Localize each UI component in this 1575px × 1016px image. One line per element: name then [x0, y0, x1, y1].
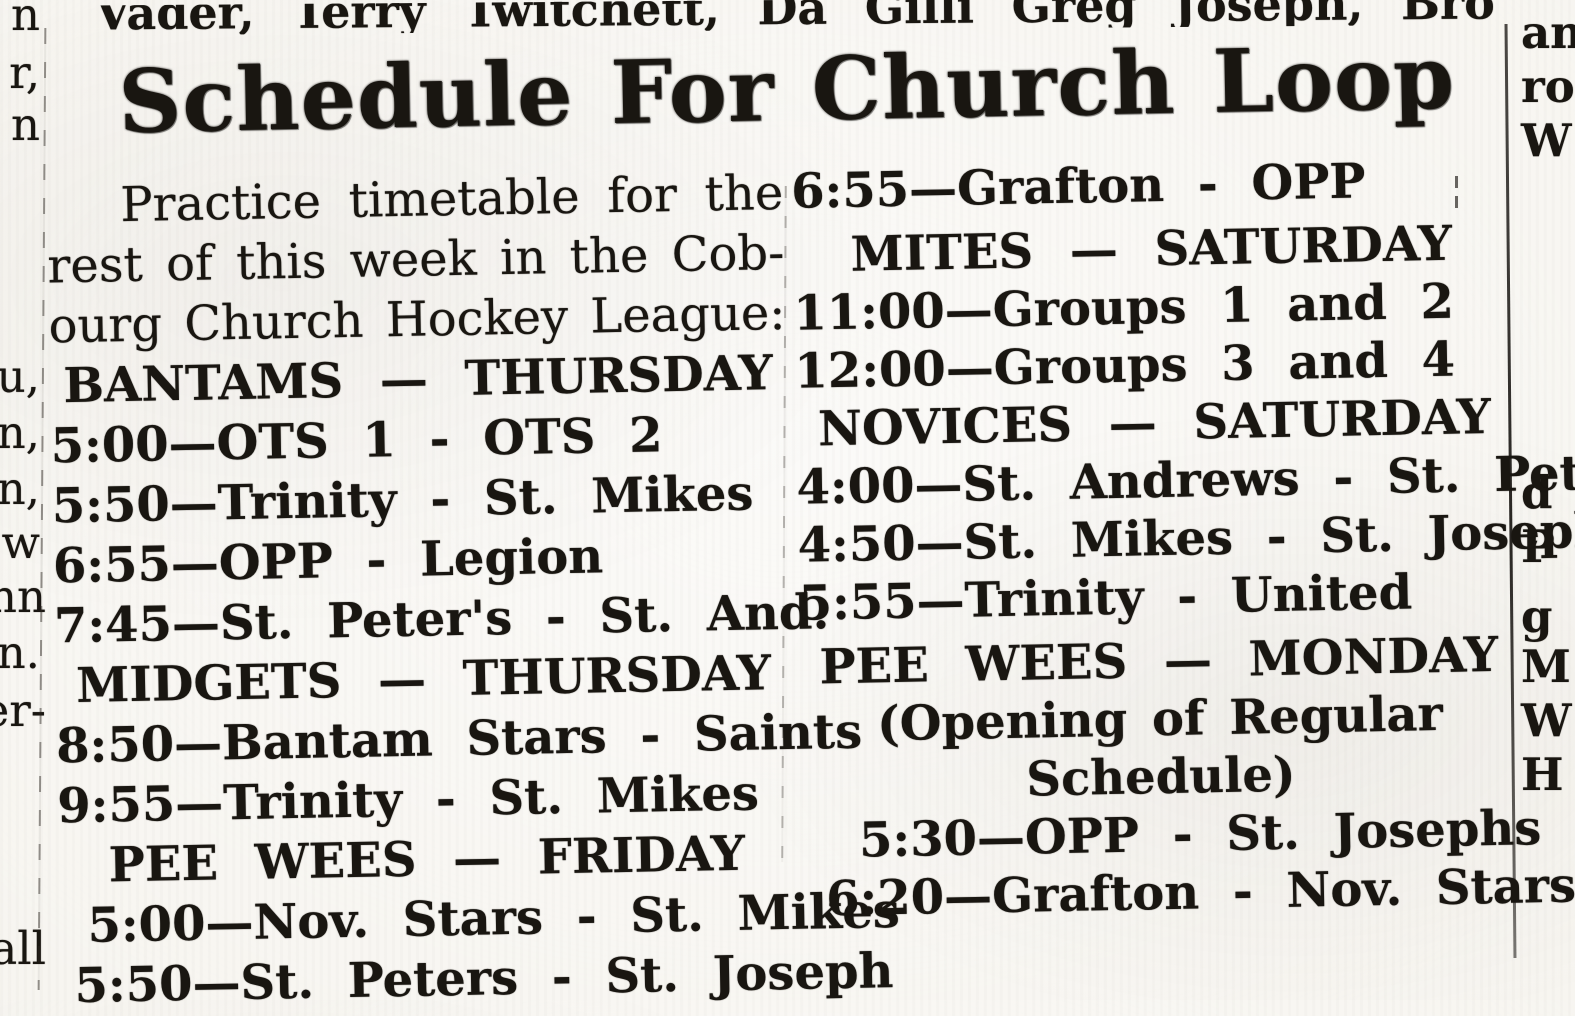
schedule-line: 5:50—St. Peters - St. Joseph [74, 943, 894, 1015]
schedule-line: 6:20—Grafton - Nov. Stars [825, 857, 1575, 928]
clipped-name-fragment: Terry [291, 0, 426, 36]
right-edge-fragment: W [1521, 694, 1572, 747]
right-edge-fragment: H [1521, 748, 1564, 801]
right-edge-fragment: P [1521, 520, 1555, 573]
right-edge-fragment: an [1521, 6, 1575, 59]
clipped-name-fragment: Vader, [94, 0, 255, 36]
left-edge-fragments: n r, n u, n, n, w nn n. er- all [0, 0, 46, 1000]
ink-mark [1455, 176, 1458, 214]
right-edge-fragment: d [1521, 466, 1553, 519]
left-edge-fragment: w [1, 516, 40, 569]
right-edge-fragments: an ro W d P g M W H [1521, 0, 1575, 1000]
column-left: Practice timetable for the rest of this … [46, 163, 900, 1016]
headline-word: Schedule For Church Loop [117, 25, 1456, 154]
article-columns: Practice timetable for the rest of this … [46, 150, 1575, 1016]
clipped-name-fragment: Twitchett, [462, 0, 721, 36]
column-right: 6:55—Grafton - OPP MITES — SATURDAY 11:0… [790, 150, 1575, 1003]
left-edge-fragment: n [11, 0, 40, 41]
left-edge-fragment: u, [0, 350, 40, 403]
right-edge-fragment: ro [1521, 60, 1575, 113]
left-edge-fragment: n [11, 98, 40, 151]
left-edge-fragment: nn [0, 570, 46, 623]
left-edge-fragment: er- [0, 684, 46, 737]
left-edge-fragment: n, [0, 462, 40, 515]
left-edge-fragment: r, [9, 46, 40, 99]
left-edge-fragment: n. [0, 626, 40, 679]
schedule-line: 6:55—Grafton - OPP [790, 153, 1366, 220]
right-edge-fragment: W [1521, 114, 1572, 167]
right-edge-fragment: g [1521, 590, 1553, 643]
article: Schedule For Church Loop Practice timeta… [43, 17, 1575, 1016]
headline: Schedule For Church Loop [117, 26, 1455, 153]
left-edge-fragment: n, [0, 406, 40, 459]
schedule-line: 5:55—Trinity - United [798, 564, 1413, 632]
right-edge-fragment: M [1521, 640, 1571, 693]
